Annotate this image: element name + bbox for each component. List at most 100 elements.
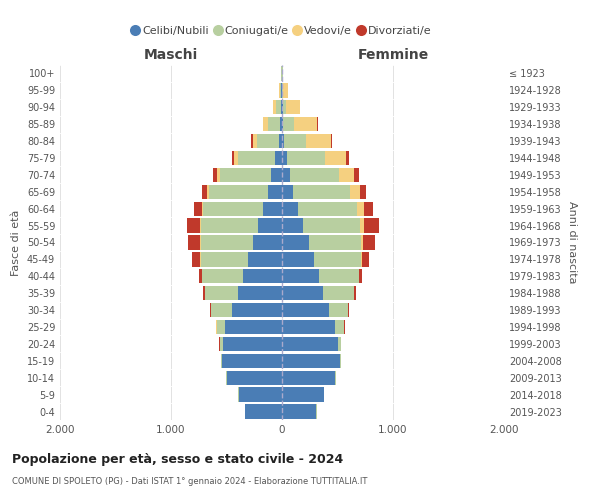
Bar [223, 336, 282, 351]
Bar [280, 117, 282, 132]
Bar [360, 184, 366, 199]
Bar [329, 303, 348, 318]
Bar [307, 134, 331, 148]
Bar [283, 117, 293, 132]
Bar [350, 184, 360, 199]
Bar [217, 168, 220, 182]
Bar [199, 269, 202, 283]
Bar [221, 354, 222, 368]
Bar [209, 184, 268, 199]
Bar [253, 236, 282, 250]
Bar [282, 184, 293, 199]
Bar [194, 202, 202, 216]
Bar [361, 252, 362, 266]
Bar [202, 269, 243, 283]
Bar [360, 218, 364, 233]
Bar [279, 134, 282, 148]
Bar [282, 168, 290, 182]
Bar [338, 168, 354, 182]
Bar [282, 236, 308, 250]
Bar [282, 218, 303, 233]
Bar [340, 354, 341, 368]
Bar [325, 151, 346, 165]
Bar [308, 236, 361, 250]
Bar [293, 184, 350, 199]
Text: Femmine: Femmine [358, 48, 428, 62]
Bar [232, 151, 234, 165]
Bar [282, 134, 284, 148]
Bar [282, 370, 335, 385]
Bar [282, 388, 323, 402]
Bar [282, 117, 283, 132]
Y-axis label: Anni di nascita: Anni di nascita [567, 201, 577, 284]
Bar [361, 236, 363, 250]
Bar [354, 286, 356, 300]
Bar [282, 252, 314, 266]
Bar [253, 134, 257, 148]
Bar [220, 336, 223, 351]
Bar [202, 184, 207, 199]
Bar [290, 168, 338, 182]
Bar [207, 184, 209, 199]
Bar [276, 100, 281, 114]
Bar [331, 134, 332, 148]
Bar [203, 202, 263, 216]
Bar [202, 202, 203, 216]
Bar [337, 336, 341, 351]
Bar [282, 151, 287, 165]
Bar [268, 117, 280, 132]
Bar [358, 202, 364, 216]
Bar [286, 100, 300, 114]
Bar [238, 151, 275, 165]
Bar [222, 354, 282, 368]
Bar [203, 286, 205, 300]
Bar [205, 286, 238, 300]
Bar [263, 117, 268, 132]
Text: Popolazione per età, sesso e stato civile - 2024: Popolazione per età, sesso e stato civil… [12, 452, 343, 466]
Bar [346, 151, 349, 165]
Bar [220, 168, 271, 182]
Bar [201, 252, 248, 266]
Bar [359, 269, 362, 283]
Bar [283, 83, 289, 98]
Bar [257, 218, 282, 233]
Bar [248, 252, 282, 266]
Bar [234, 151, 238, 165]
Bar [243, 269, 282, 283]
Bar [314, 252, 361, 266]
Bar [188, 236, 200, 250]
Bar [303, 218, 360, 233]
Bar [187, 218, 200, 233]
Bar [278, 83, 280, 98]
Text: Maschi: Maschi [144, 48, 198, 62]
Bar [217, 320, 226, 334]
Bar [323, 286, 353, 300]
Bar [239, 388, 282, 402]
Bar [211, 303, 232, 318]
Bar [283, 100, 286, 114]
Bar [213, 168, 217, 182]
Bar [282, 336, 337, 351]
Bar [354, 168, 359, 182]
Bar [200, 236, 201, 250]
Bar [257, 134, 279, 148]
Bar [251, 134, 253, 148]
Bar [263, 202, 282, 216]
Bar [364, 202, 373, 216]
Bar [209, 303, 211, 318]
Bar [192, 252, 200, 266]
Bar [362, 252, 370, 266]
Bar [238, 286, 282, 300]
Bar [245, 404, 282, 418]
Legend: Celibi/Nubili, Coniugati/e, Vedovi/e, Divorziati/e: Celibi/Nubili, Coniugati/e, Vedovi/e, Di… [128, 21, 436, 40]
Bar [227, 370, 282, 385]
Bar [201, 236, 253, 250]
Y-axis label: Fasce di età: Fasce di età [11, 210, 21, 276]
Bar [201, 218, 257, 233]
Bar [287, 151, 325, 165]
Bar [298, 202, 358, 216]
Bar [293, 117, 317, 132]
Bar [363, 236, 375, 250]
Bar [282, 303, 329, 318]
Bar [282, 269, 319, 283]
